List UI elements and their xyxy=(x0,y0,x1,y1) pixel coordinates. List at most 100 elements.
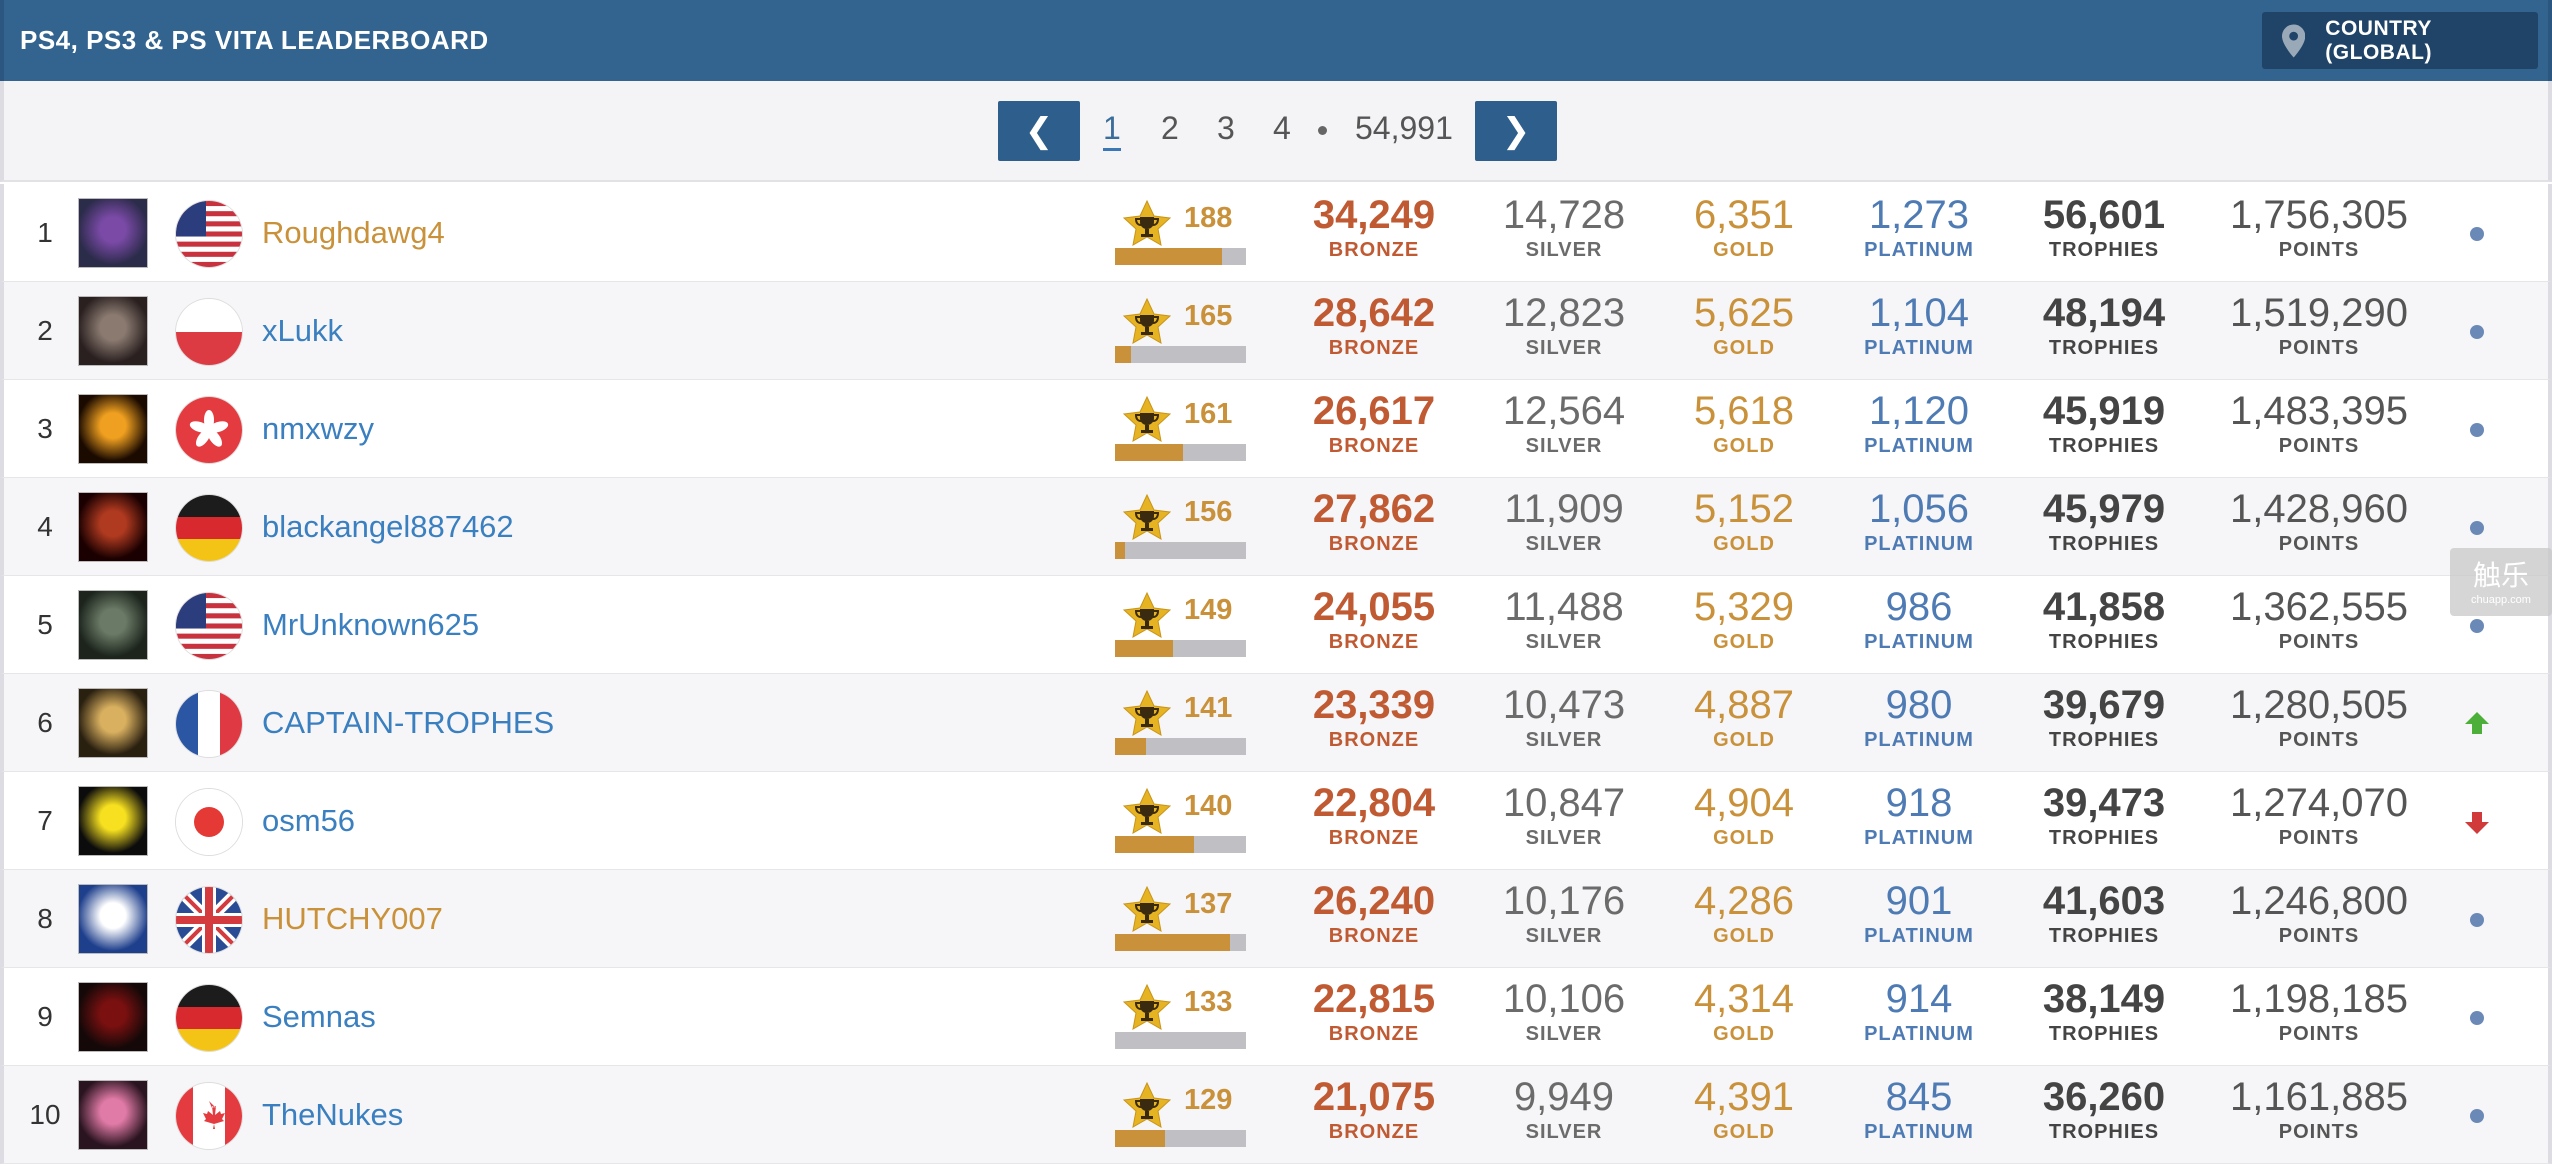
trophies-value: 48,194 xyxy=(2042,291,2166,335)
bronze-count: 26,240 BRONZE xyxy=(1294,878,1454,948)
player-avatar[interactable] xyxy=(78,1080,148,1150)
silver-value: 12,823 xyxy=(1502,291,1626,335)
page-link-1[interactable]: 1 xyxy=(1103,108,1121,151)
player-avatar[interactable] xyxy=(78,688,148,758)
trophies-label: TROPHIES xyxy=(2048,1023,2160,1045)
trophies-count: 41,603 TROPHIES xyxy=(2024,878,2184,948)
watermark-url: chuapp.com xyxy=(2471,594,2531,606)
trophies-count: 45,979 TROPHIES xyxy=(2024,486,2184,556)
page-link-last[interactable]: 54,991 xyxy=(1355,110,1453,146)
prev-page-button[interactable]: ❮ xyxy=(998,101,1080,161)
rank-unchanged-dot-icon xyxy=(2470,227,2484,241)
points-value: 1,756,305 xyxy=(2230,193,2408,237)
player-name-link[interactable]: nmxwzy xyxy=(262,411,374,446)
player-avatar[interactable] xyxy=(78,198,148,268)
table-row: 7 osm56 140 22,804 BRONZE 10,847 SILVER 4,904 GO… xyxy=(0,772,2552,870)
player-name-link[interactable]: HUTCHY007 xyxy=(262,901,443,936)
country-flag-hk-icon xyxy=(176,397,242,463)
points-value: 1,428,960 xyxy=(2230,487,2408,531)
bronze-value: 22,804 xyxy=(1312,781,1436,825)
level-progress-bar xyxy=(1115,346,1246,363)
trophies-value: 45,979 xyxy=(2042,487,2166,531)
level-progress-fill xyxy=(1115,542,1126,559)
player-name-link[interactable]: Roughdawg4 xyxy=(262,215,445,250)
bronze-label: BRONZE xyxy=(1328,1023,1420,1045)
platinum-count: 1,104 PLATINUM xyxy=(1839,290,1999,360)
bronze-label: BRONZE xyxy=(1328,533,1420,555)
level-progress-bar xyxy=(1115,542,1246,559)
trophies-count: 48,194 TROPHIES xyxy=(2024,290,2184,360)
bronze-value: 27,862 xyxy=(1312,487,1436,531)
platinum-label: PLATINUM xyxy=(1864,1121,1974,1143)
country-flag-ca-icon xyxy=(176,1083,242,1149)
silver-count: 12,823 SILVER xyxy=(1484,290,1644,360)
points-value: 1,161,885 xyxy=(2230,1075,2408,1119)
bronze-label: BRONZE xyxy=(1328,925,1420,947)
gold-value: 4,887 xyxy=(1693,683,1795,727)
points-count: 1,274,070 POINTS xyxy=(2204,780,2434,850)
silver-label: SILVER xyxy=(1525,925,1603,947)
trophies-count: 38,149 TROPHIES xyxy=(2024,976,2184,1046)
table-row: 10 TheNukes 129 21,075 BRONZE 9,949 SILVER 4,39… xyxy=(0,1066,2552,1164)
player-name-link[interactable]: osm56 xyxy=(262,803,356,838)
silver-value: 14,728 xyxy=(1502,193,1626,237)
bronze-count: 27,862 BRONZE xyxy=(1294,486,1454,556)
page-link-2[interactable]: 2 xyxy=(1161,110,1179,146)
trophies-count: 39,679 TROPHIES xyxy=(2024,682,2184,752)
rank-trend xyxy=(2464,478,2490,576)
platinum-label: PLATINUM xyxy=(1864,533,1974,555)
silver-value: 12,564 xyxy=(1502,389,1626,433)
player-avatar[interactable] xyxy=(78,982,148,1052)
player-avatar[interactable] xyxy=(78,296,148,366)
country-flag-de-icon xyxy=(176,985,242,1051)
rank-unchanged-dot-icon xyxy=(2470,913,2484,927)
bronze-count: 34,249 BRONZE xyxy=(1294,192,1454,262)
player-name-link[interactable]: blackangel887462 xyxy=(262,509,514,544)
page-link-3[interactable]: 3 xyxy=(1217,110,1235,146)
player-avatar[interactable] xyxy=(78,492,148,562)
rank-trend xyxy=(2464,968,2490,1066)
points-label: POINTS xyxy=(2278,533,2360,555)
rank-number: 3 xyxy=(37,413,53,444)
table-row: 9 Semnas 133 22,815 BRONZE 10,106 SILVER 4,314 G… xyxy=(0,968,2552,1066)
player-name-link[interactable]: xLukk xyxy=(262,313,343,348)
level-progress-fill xyxy=(1115,1130,1165,1147)
player-name-link[interactable]: Semnas xyxy=(262,999,376,1034)
platinum-count: 1,120 PLATINUM xyxy=(1839,388,1999,458)
player-name-link[interactable]: MrUnknown625 xyxy=(262,607,480,642)
silver-value: 9,949 xyxy=(1513,1075,1615,1119)
level-progress-bar xyxy=(1115,1130,1246,1147)
next-page-button[interactable]: ❯ xyxy=(1475,101,1557,161)
gold-value: 4,314 xyxy=(1693,977,1795,1021)
silver-label: SILVER xyxy=(1525,827,1603,849)
silver-label: SILVER xyxy=(1525,1121,1603,1143)
trophies-count: 56,601 TROPHIES xyxy=(2024,192,2184,262)
silver-value: 10,473 xyxy=(1502,683,1626,727)
rank-number: 1 xyxy=(37,217,53,248)
player-avatar[interactable] xyxy=(78,786,148,856)
player-avatar[interactable] xyxy=(78,394,148,464)
platinum-value: 1,273 xyxy=(1868,193,1970,237)
player-name-link[interactable]: CAPTAIN-TROPHES xyxy=(262,705,555,740)
silver-label: SILVER xyxy=(1525,631,1603,653)
player-avatar[interactable] xyxy=(78,884,148,954)
points-count: 1,246,800 POINTS xyxy=(2204,878,2434,948)
gold-value: 4,391 xyxy=(1693,1075,1795,1119)
bronze-label: BRONZE xyxy=(1328,729,1420,751)
platinum-value: 845 xyxy=(1885,1075,1953,1119)
platinum-label: PLATINUM xyxy=(1864,1023,1974,1045)
bronze-value: 23,339 xyxy=(1312,683,1436,727)
points-count: 1,428,960 POINTS xyxy=(2204,486,2434,556)
platinum-count: 914 PLATINUM xyxy=(1839,976,1999,1046)
page-link-4[interactable]: 4 xyxy=(1273,110,1291,146)
silver-value: 10,176 xyxy=(1502,879,1626,923)
pagination: ❮ 1 2 3 4 54,991 ❯ xyxy=(0,81,2552,182)
silver-count: 10,847 SILVER xyxy=(1484,780,1644,850)
platinum-count: 1,056 PLATINUM xyxy=(1839,486,1999,556)
player-avatar[interactable] xyxy=(78,590,148,660)
country-filter-button[interactable]: COUNTRY (GLOBAL) xyxy=(2262,12,2538,69)
trophy-level: 137 xyxy=(1184,888,1233,920)
player-name-link[interactable]: TheNukes xyxy=(262,1097,404,1132)
table-row: 2 xLukk 165 28,642 BRONZE 12,823 SILVER 5,625 GO… xyxy=(0,282,2552,380)
map-pin-icon xyxy=(2282,23,2306,58)
